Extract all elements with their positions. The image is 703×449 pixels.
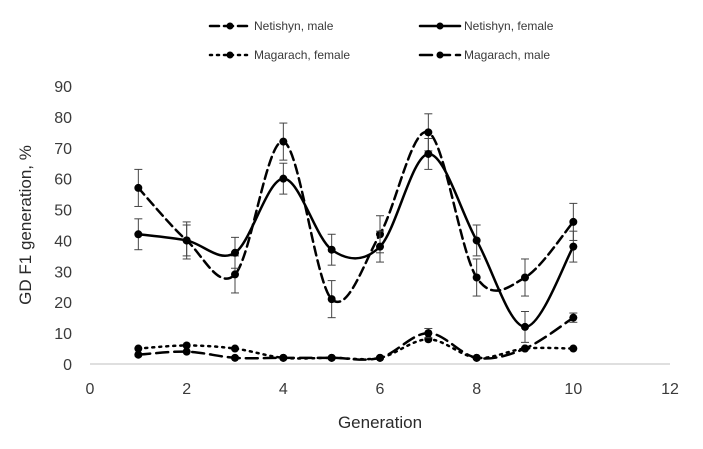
data-point [134,344,143,353]
data-point [134,183,143,192]
legend-label: Netishyn, male [254,19,334,33]
series-layer [134,113,578,362]
x-tick-label: 0 [86,381,95,398]
data-point [231,344,239,353]
data-point [231,270,239,279]
legend-marker [226,51,234,59]
series-1 [134,113,578,319]
data-point [376,242,384,251]
data-point [569,344,578,353]
data-point [472,236,481,245]
legend-item: Magarach, female [208,48,350,62]
y-tick-label: 40 [54,233,72,250]
data-point [279,353,288,362]
data-point [231,248,239,257]
data-point [327,353,336,362]
x-tick-label: 10 [564,381,582,398]
y-tick-label: 90 [54,79,72,96]
data-point [521,322,529,331]
data-point [424,149,433,158]
legend-marker [436,51,444,59]
data-point [569,313,578,322]
legend: Netishyn, male Netishyn, female Magarach, … [208,19,554,62]
data-point [424,329,433,338]
data-point [134,350,143,359]
data-point [376,353,384,362]
data-point [231,353,239,362]
data-point [279,137,288,146]
axes: 0 2 4 6 8 10 12 0 10 20 30 40 50 60 70 80 90 [54,79,679,398]
series-2 [134,138,578,343]
y-tick-label: 80 [54,110,72,127]
series-3 [134,335,578,362]
legend-item: Netishyn, female [418,19,554,33]
data-point [327,295,336,304]
y-tick-label: 30 [54,264,72,281]
series-4 [134,312,578,362]
legend-label: Netishyn, female [464,19,554,33]
legend-label: Magarach, male [464,48,550,62]
data-point [327,245,336,254]
data-point [472,273,481,282]
x-tick-label: 8 [472,381,481,398]
x-tick-label: 2 [182,381,191,398]
series-line [137,152,575,329]
data-point [182,236,191,245]
legend-label: Magarach, female [254,48,350,62]
x-axis-title: Generation [338,413,422,432]
y-tick-label: 20 [54,295,72,312]
data-point [182,341,191,350]
data-point [424,128,433,137]
legend-item: Magarach, male [418,48,550,62]
data-point [569,242,578,251]
series-line [137,131,575,303]
data-point [472,353,481,362]
y-axis-title: GD F1 generation, % [16,145,35,305]
legend-item: Netishyn, male [208,19,334,33]
y-tick-label: 0 [63,357,72,374]
y-tick-label: 10 [54,326,72,343]
y-tick-label: 50 [54,203,72,220]
data-point [279,174,288,183]
series-line [137,338,575,361]
series-line [137,316,575,361]
data-point [521,273,529,282]
legend-marker [436,22,444,30]
y-tick-label: 60 [54,172,72,189]
x-tick-label: 6 [376,381,385,398]
x-tick-label: 4 [279,381,288,398]
legend-marker [226,22,234,30]
y-tick-label: 70 [54,141,72,158]
data-point [182,347,191,356]
data-point [521,344,529,353]
data-point [134,230,143,239]
x-tick-label: 12 [661,381,679,398]
data-point [569,217,578,226]
